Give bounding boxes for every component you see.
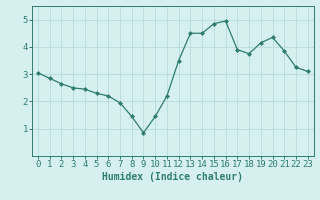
X-axis label: Humidex (Indice chaleur): Humidex (Indice chaleur) — [102, 172, 243, 182]
